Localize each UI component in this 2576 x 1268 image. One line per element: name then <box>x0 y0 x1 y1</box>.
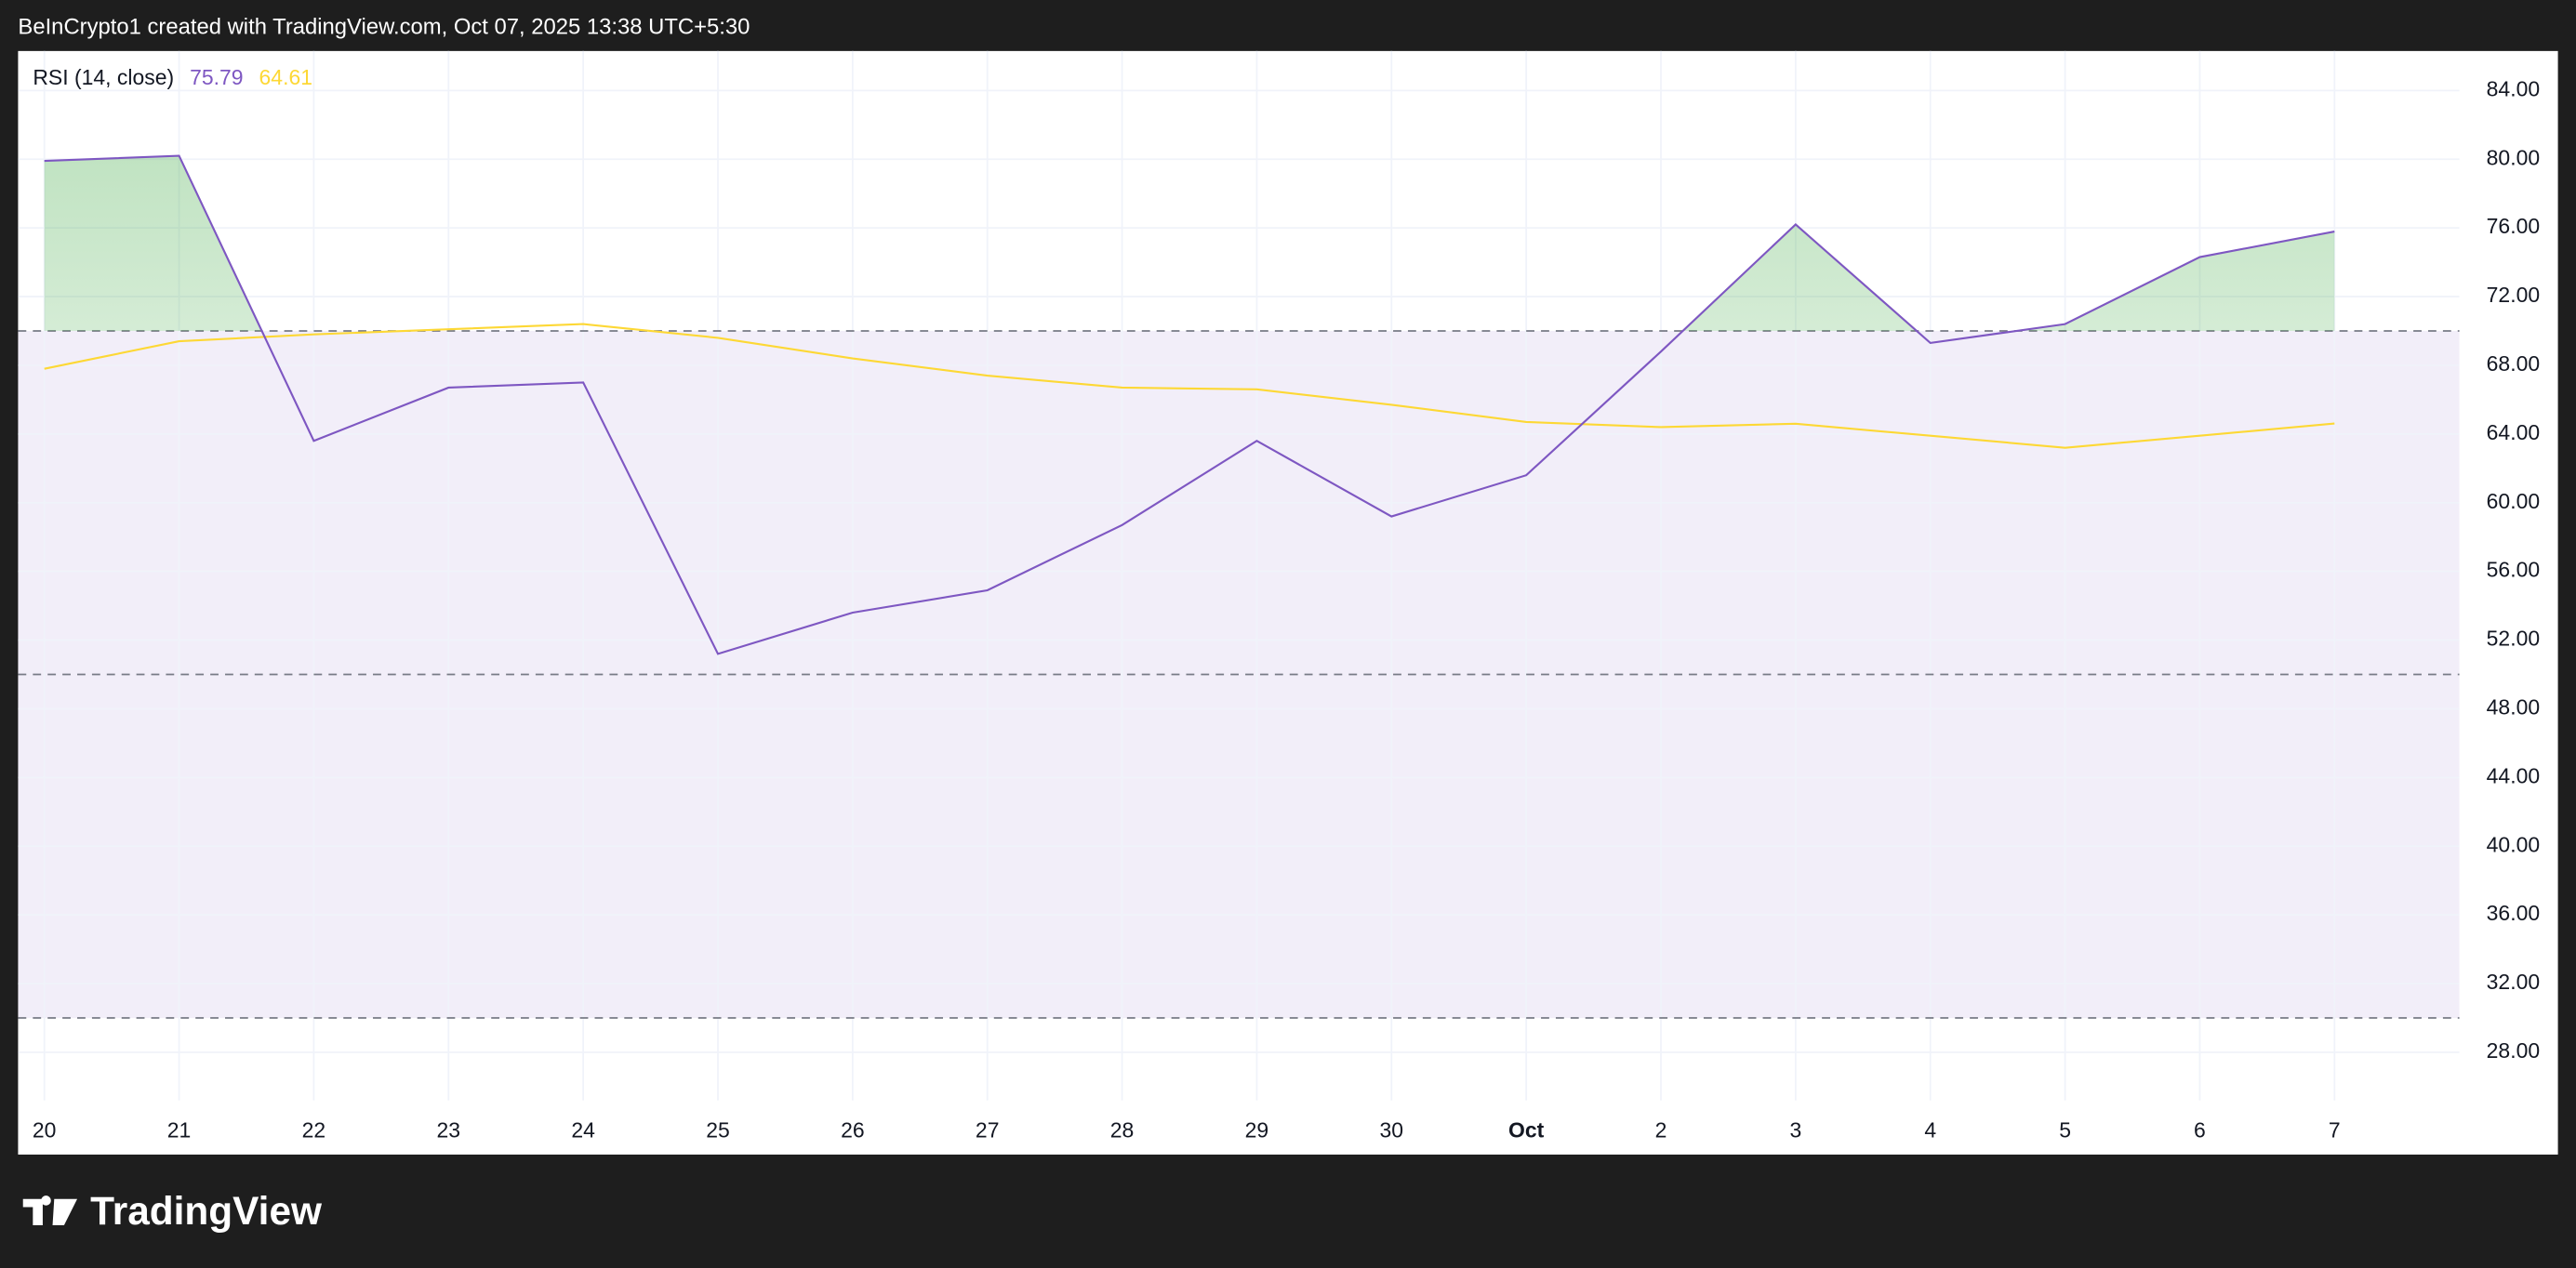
x-tick-label: 22 <box>302 1117 326 1142</box>
y-tick-label: 84.00 <box>2487 76 2540 100</box>
y-tick-label: 28.00 <box>2487 1038 2540 1063</box>
overbought-fill <box>44 155 2335 332</box>
x-tick-label: 25 <box>706 1117 730 1142</box>
x-tick-label: 30 <box>1380 1117 1404 1142</box>
x-tick-label: 28 <box>1110 1117 1135 1142</box>
legend-ma-value: 64.61 <box>259 65 312 89</box>
y-tick-label: 60.00 <box>2487 489 2540 513</box>
x-tick-label: 20 <box>33 1117 57 1142</box>
legend: RSI (14, close) 75.79 64.61 <box>33 65 312 89</box>
x-tick-label: 2 <box>1655 1117 1667 1142</box>
x-tick-label: 21 <box>167 1117 192 1142</box>
y-tick-label: 68.00 <box>2487 351 2540 376</box>
chart-panel <box>18 50 2558 1156</box>
y-tick-label: 52.00 <box>2487 627 2540 651</box>
legend-rsi-value: 75.79 <box>190 65 243 89</box>
y-tick-label: 36.00 <box>2487 901 2540 925</box>
x-tick-label: 6 <box>2194 1117 2206 1142</box>
x-tick-label: 5 <box>2059 1117 2071 1142</box>
series-line <box>44 154 2335 655</box>
x-tick-label: Oct <box>1508 1117 1545 1142</box>
y-tick-label: 76.00 <box>2487 214 2540 238</box>
legend-title: RSI (14, close) <box>33 65 174 89</box>
y-tick-label: 48.00 <box>2487 695 2540 720</box>
x-tick-label: 24 <box>571 1117 595 1142</box>
x-tick-label: 23 <box>437 1117 461 1142</box>
logo-text: TradingView <box>90 1189 323 1233</box>
y-tick-label: 64.00 <box>2487 420 2540 444</box>
x-tick-label: 7 <box>2329 1117 2341 1142</box>
x-tick-label: 29 <box>1245 1117 1269 1142</box>
header-text: BeInCrypto1 created with TradingView.com… <box>18 14 750 39</box>
y-tick-label: 40.00 <box>2487 832 2540 856</box>
x-tick-label: 4 <box>1924 1117 1936 1142</box>
y-tick-label: 56.00 <box>2487 558 2540 582</box>
y-tick-label: 72.00 <box>2487 283 2540 307</box>
logo: TradingView <box>22 1189 323 1233</box>
logo-icon <box>22 1195 78 1225</box>
y-tick-label: 80.00 <box>2487 145 2540 169</box>
plot-area: 84.00 80.00 76.00 72.00 68.00 64.00 60.00 56.00… <box>18 50 2540 1142</box>
series-line <box>44 323 2335 449</box>
x-tick-label: 3 <box>1789 1117 1801 1142</box>
y-tick-label: 32.00 <box>2487 970 2540 994</box>
x-tick-label: 26 <box>841 1117 865 1142</box>
x-tick-label: 27 <box>976 1117 1000 1142</box>
y-tick-label: 44.00 <box>2487 763 2540 787</box>
